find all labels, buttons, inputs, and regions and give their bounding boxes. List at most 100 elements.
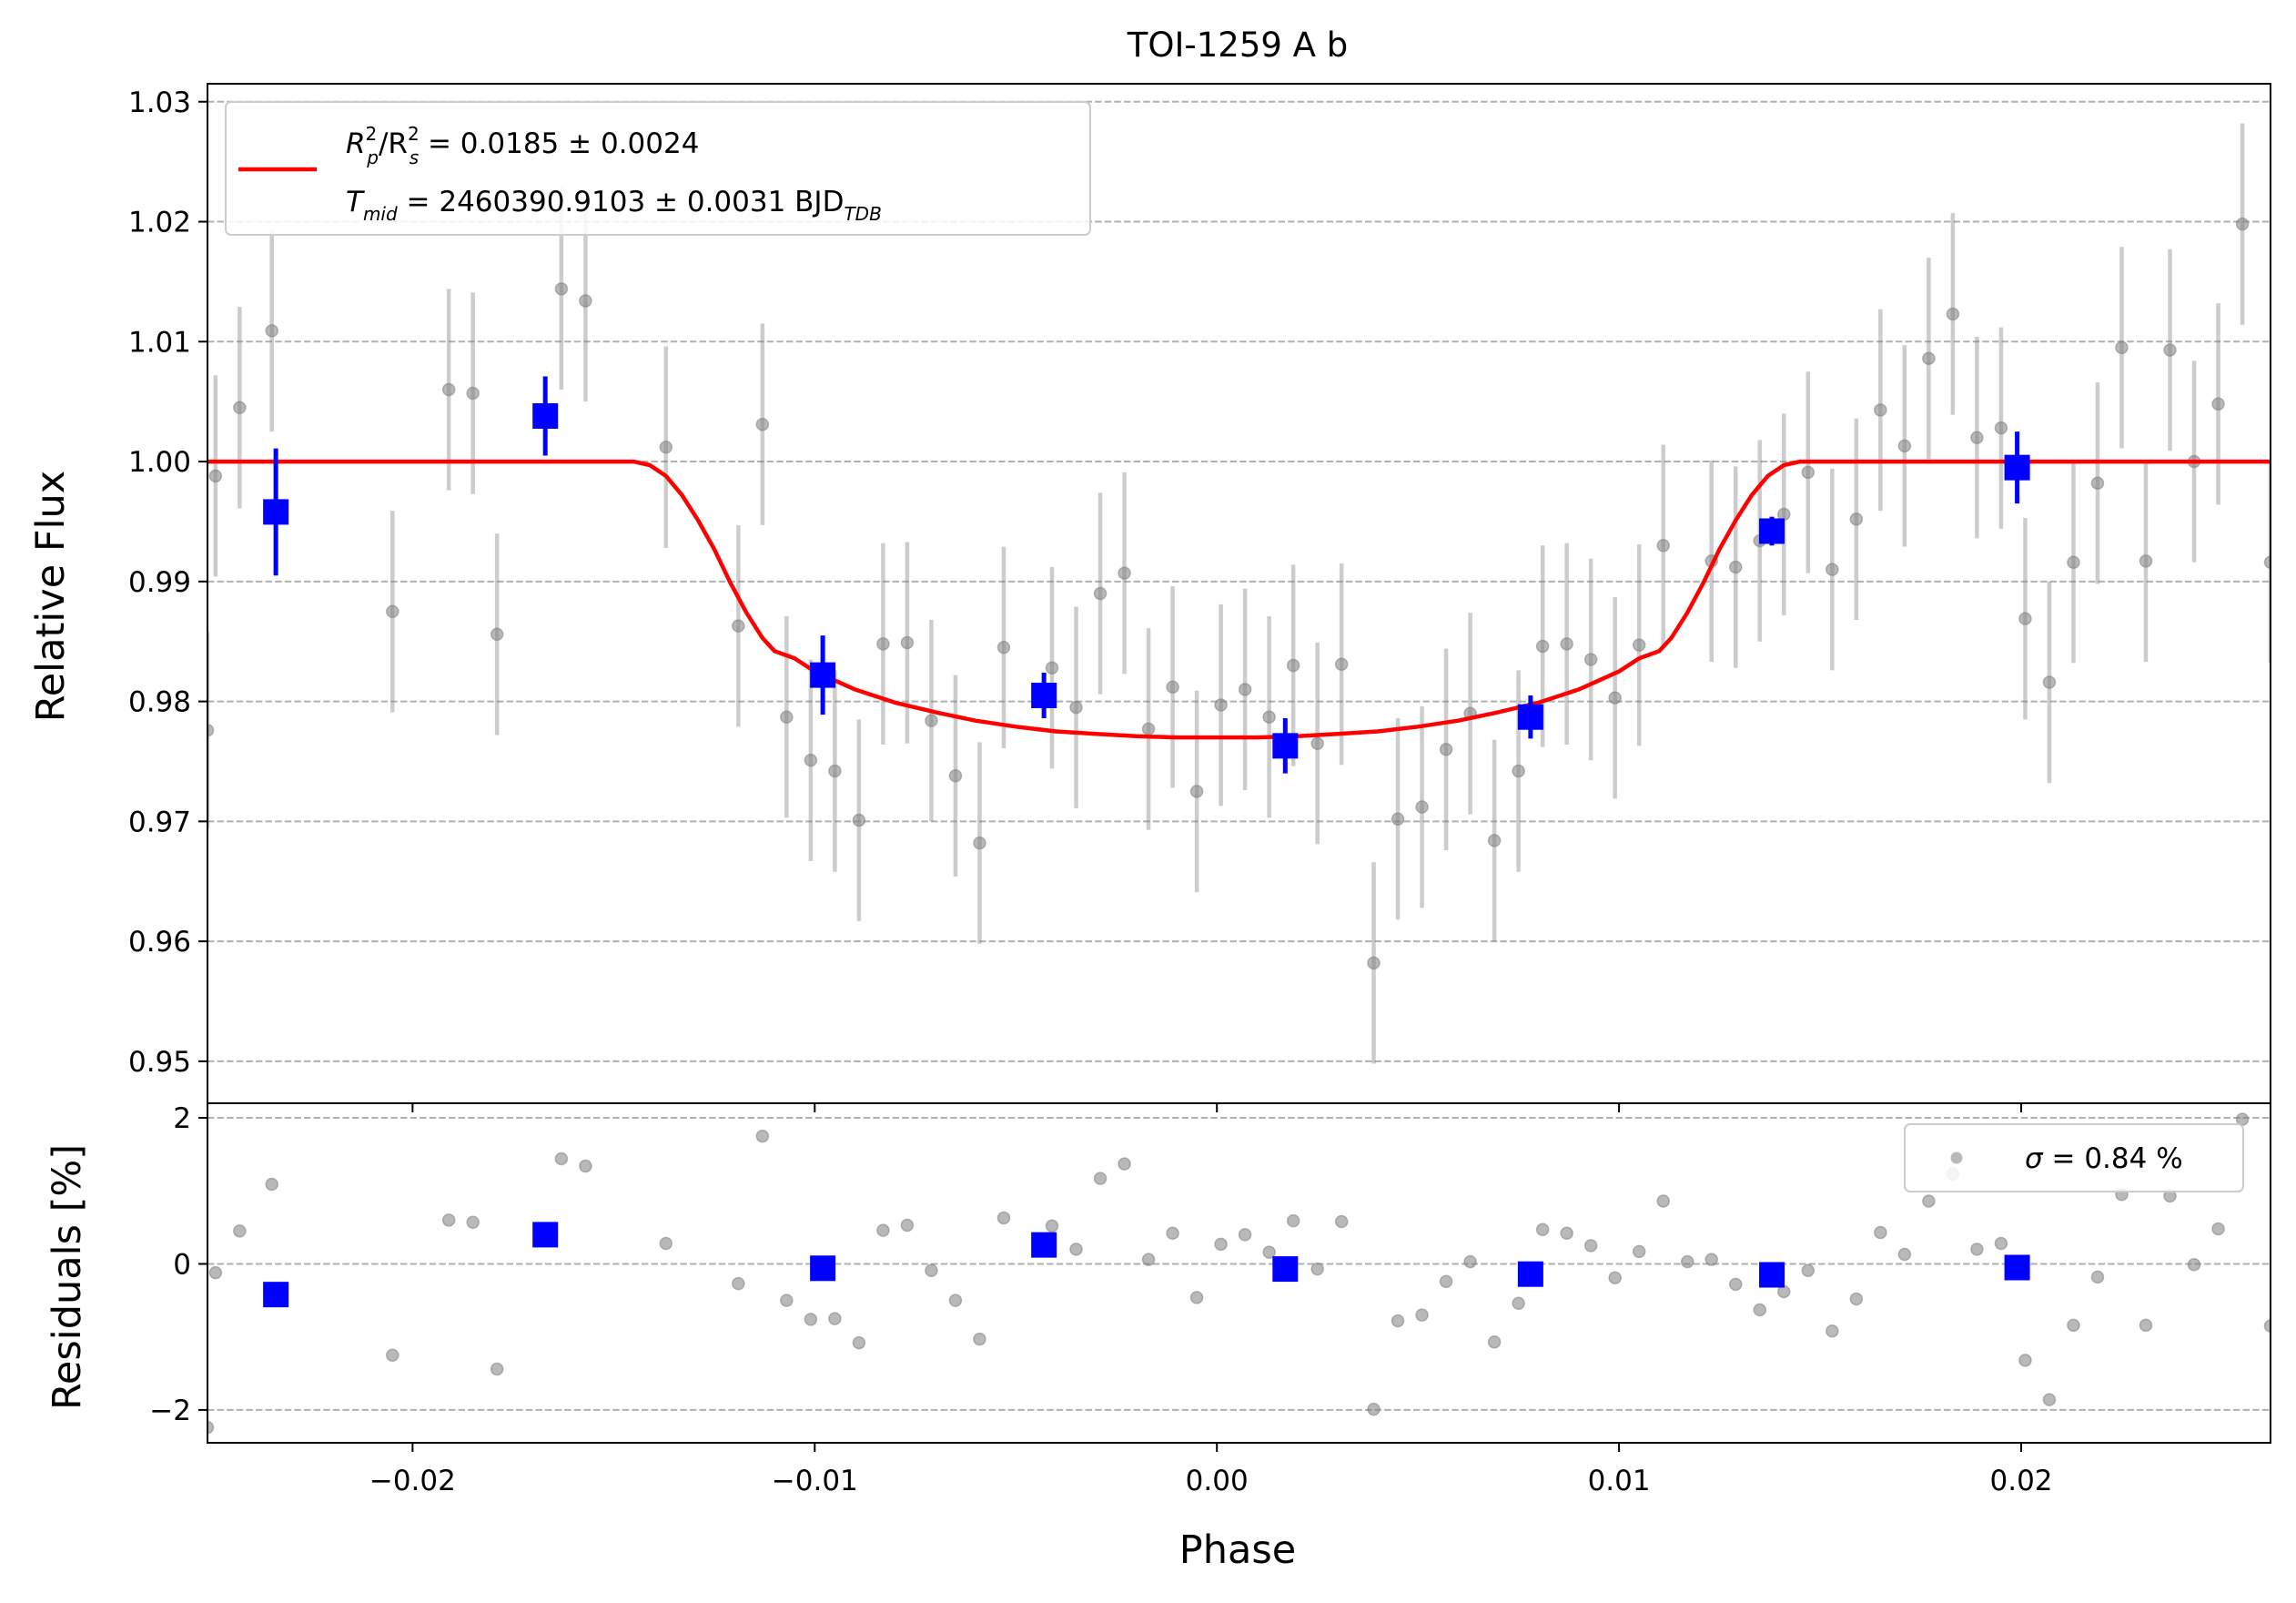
flux-legend-box [225,101,1091,236]
residual-binned-point [1517,1261,1543,1287]
residuals-x-tick-label: 0.02 [1990,1465,2053,1497]
residual-data-point [233,1224,247,1238]
residuals-plot-area [207,1112,2271,1435]
residual-data-point [2042,1393,2057,1406]
flux-data-point [1487,834,1502,847]
flux-data-point [876,637,890,651]
sigma-value: = 0.84 % [2043,1142,2183,1175]
flux-data-point [1262,710,1276,724]
flux-data-point [1970,431,1984,444]
flux-data-point [1214,698,1228,712]
legend-rp-sub: p [366,147,379,168]
flux-data-point [1189,785,1204,798]
flux-y-tick-label: 1.00 [128,446,191,479]
residuals-axes-frame [207,1102,2271,1444]
flux-data-point [1729,560,1743,574]
residual-data-point [1069,1243,1083,1256]
residual-data-point [1704,1253,1718,1266]
residual-data-point [1922,1194,1936,1208]
residual-data-point [732,1276,745,1291]
residual-data-point [2211,1222,2225,1236]
residual-data-point [208,1265,223,1280]
flux-data-point [755,417,770,431]
flux-data-point [1849,512,1864,526]
residual-data-point [1391,1314,1405,1328]
residuals-sigma-text: σ = 0.84 % [2025,1142,2183,1175]
flux-x-ticks [411,1103,2023,1112]
flux-data-point [265,324,278,338]
residual-data-point [1970,1243,1984,1256]
residual-binned-point [263,1282,289,1308]
flux-data-point [2263,555,2271,569]
flux-binned-point [532,402,559,429]
flux-binned-point [1517,704,1543,730]
residual-binned-point [532,1222,559,1248]
flux-data-point [2018,612,2032,625]
flux-data-point [1391,812,1405,826]
residuals-x-tick-label: −0.02 [369,1465,456,1497]
flux-y-tick-label: 1.01 [128,326,191,359]
legend-t: T [346,186,365,218]
residual-data-point [1994,1236,2008,1251]
flux-binned-point [810,662,836,688]
x-axis-label: Phase [1179,1527,1296,1573]
flux-y-tick-label: 0.98 [128,686,191,719]
residual-data-point [828,1312,842,1325]
flux-data-point [386,604,400,619]
flux-data-point [2235,217,2250,231]
residual-data-point [1535,1223,1550,1237]
residual-data-point [1632,1244,1646,1259]
residual-data-point [1334,1214,1349,1229]
residual-data-point [1118,1157,1131,1171]
residual-data-point [579,1159,592,1173]
residual-binned-point [1272,1256,1299,1283]
flux-data-point [996,641,1011,654]
flux-data-point [1045,661,1059,675]
flux-y-ticks: 0.95 0.96 0.97 0.98 0.99 1.00 1.01 1.02 1.03 [128,86,207,1079]
flux-binned-point [1272,733,1299,759]
residual-data-point [1286,1213,1300,1228]
flux-y-tick-label: 0.99 [128,566,191,599]
residual-data-point [1439,1274,1453,1288]
residuals-binned-points [263,1222,2030,1308]
transit-model-curve [207,459,2271,740]
residual-data-point [1310,1262,1324,1276]
residual-data-point [900,1218,915,1233]
flux-data-point [1583,653,1598,666]
residuals-legend: σ = 0.84 % [1904,1123,2244,1192]
flux-binned-points [263,376,2030,774]
flux-data-point [1310,736,1324,750]
residual-data-point [2263,1319,2271,1333]
flux-data-point [1608,691,1622,705]
residual-data-point [948,1294,963,1307]
flux-data-point [2211,397,2225,411]
residuals-data-points [207,1112,2271,1435]
flux-data-point [554,282,569,296]
flux-data-point [828,764,842,778]
residuals-x-tick-label: −0.01 [772,1465,858,1497]
flux-data-point [2090,476,2105,491]
flux-data-point [948,769,963,783]
legend-tmid-text: Tmid = 2460390.9103 ± 0.0031 BJDTDB [346,186,882,225]
flux-data-point [1632,638,1646,652]
flux-data-point [804,753,818,767]
flux-data-point [1334,657,1349,671]
residual-data-point [1262,1245,1276,1259]
residual-data-point [1463,1254,1477,1269]
flux-data-point [233,401,247,415]
residual-data-point [386,1348,400,1362]
residual-data-point [2235,1112,2250,1126]
residual-data-point [1801,1263,1816,1277]
flux-data-point [1238,683,1252,696]
residuals-y-tick-label: 0 [173,1248,191,1281]
flux-data-point [973,836,986,850]
residual-data-point [1729,1277,1743,1292]
flux-binned-point [263,499,289,525]
flux-data-point [1874,403,1887,417]
residual-data-point [804,1313,818,1326]
residuals-legend-box [1904,1123,2244,1192]
residual-data-point [1897,1247,1912,1262]
flux-binned-point [2004,454,2030,481]
residual-binned-point [1031,1232,1057,1258]
residual-data-point [466,1215,480,1230]
